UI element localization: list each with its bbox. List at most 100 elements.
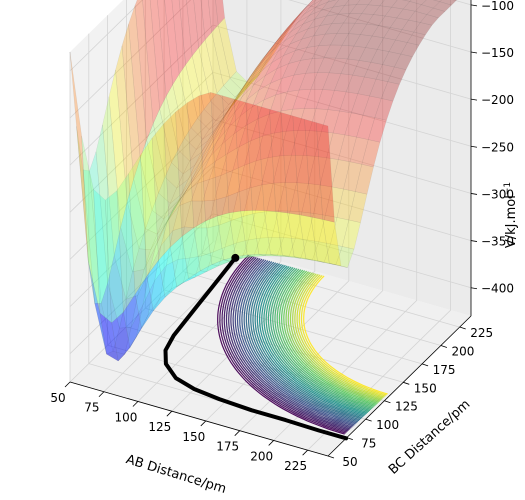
surface-patch (314, 131, 334, 159)
surface-patch (193, 143, 213, 177)
surface-patch (296, 155, 316, 184)
surface-patch (210, 92, 230, 113)
surface-patch (249, 52, 269, 78)
surface-patch (308, 156, 327, 186)
contour-line (270, 267, 372, 410)
surface-patch (116, 172, 136, 313)
surface-patch (306, 33, 326, 48)
grid-line-y (163, 0, 423, 365)
surface-patch (305, 258, 325, 263)
surface-patch (222, 95, 241, 113)
grid-line-z (69, 0, 472, 72)
surface-patch (419, 14, 439, 26)
surface-patch (263, 77, 283, 101)
y-tick-mark (346, 437, 353, 440)
surface-patch (208, 111, 228, 130)
surface-patch (293, 58, 313, 76)
contour-line (303, 275, 388, 395)
surface-patch (170, 235, 189, 288)
surface-patch (268, 27, 288, 51)
surface-patch (278, 182, 297, 212)
surface-patch (329, 263, 348, 268)
surface-patch (99, 312, 119, 362)
surface-patch (282, 255, 301, 259)
surface-patch (288, 238, 308, 259)
surface-patch (302, 130, 322, 157)
surface-patch (120, 201, 140, 273)
surface-patch (227, 124, 247, 155)
grid-line-y (201, 0, 460, 328)
contour-line (283, 270, 378, 404)
surface-patch (186, 157, 206, 190)
surface-patch (409, 0, 427, 5)
z-tick-mark (470, 193, 478, 195)
x-tick-label: 100 (114, 410, 137, 424)
surface-patch (164, 282, 184, 298)
surface-patch (201, 224, 221, 257)
surface-patch (87, 260, 107, 355)
surface-patch (76, 126, 95, 304)
surface-patch (395, 29, 415, 43)
surface-patch (139, 139, 159, 212)
surface-patch (105, 351, 126, 362)
surface-patch (185, 55, 205, 119)
surface-patch (169, 178, 189, 204)
surface-patch (267, 130, 287, 159)
floor-contours (217, 254, 388, 435)
surface-patch (253, 62, 273, 86)
surface-patch (190, 179, 210, 202)
surface-patch (271, 210, 291, 238)
surface-patch (199, 264, 220, 272)
surface-patch (332, 110, 352, 136)
surface-patch (94, 303, 114, 355)
surface-patch (149, 220, 168, 272)
surface-patch (258, 45, 278, 72)
contour-line (276, 269, 375, 407)
surface-patch (89, 151, 108, 304)
surface-patch (137, 245, 157, 296)
surface-patch (236, 72, 256, 100)
surface-patch (348, 191, 368, 223)
surface-patch (317, 260, 336, 266)
surface-patch (212, 105, 232, 136)
surface-patch (160, 205, 180, 246)
contour-line (278, 269, 376, 406)
surface-patch (327, 90, 347, 112)
surface-patch (184, 127, 204, 150)
surface-patch (298, 72, 318, 91)
surface-patch (270, 27, 289, 54)
surface-patch (284, 23, 304, 41)
surface-patch (320, 0, 339, 11)
contour-line (221, 255, 348, 433)
surface-patch (225, 85, 245, 114)
contour-line (256, 264, 365, 417)
surface-patch (242, 62, 262, 88)
surface-patch (254, 182, 274, 214)
z-tick-label: −300 (481, 187, 514, 201)
y-tick-label: 200 (451, 344, 474, 358)
surface-patch (164, 0, 180, 86)
contour-line (259, 264, 366, 416)
surface-patch (178, 182, 199, 207)
surface-patch (159, 258, 179, 300)
surface-patch (238, 68, 258, 96)
surface-patch (258, 67, 278, 91)
z-tick-mark (470, 145, 478, 148)
surface-patch (337, 4, 357, 15)
surface-patch (235, 84, 254, 112)
surface-patch (163, 111, 183, 248)
y-tick-mark (327, 455, 335, 459)
surface-patch (367, 0, 385, 6)
surface-patch (281, 12, 301, 36)
surface-patch (197, 108, 217, 130)
surface-patch (223, 78, 243, 98)
grid-line-x (307, 0, 452, 451)
y-tick-mark (421, 363, 429, 367)
surface-patch (158, 246, 178, 298)
surface-patch (265, 237, 284, 257)
surface-patch (219, 94, 239, 125)
surface-patch (242, 184, 262, 217)
surface-patch (171, 149, 191, 175)
surface-patch (329, 33, 350, 46)
surface-patch (250, 50, 270, 77)
